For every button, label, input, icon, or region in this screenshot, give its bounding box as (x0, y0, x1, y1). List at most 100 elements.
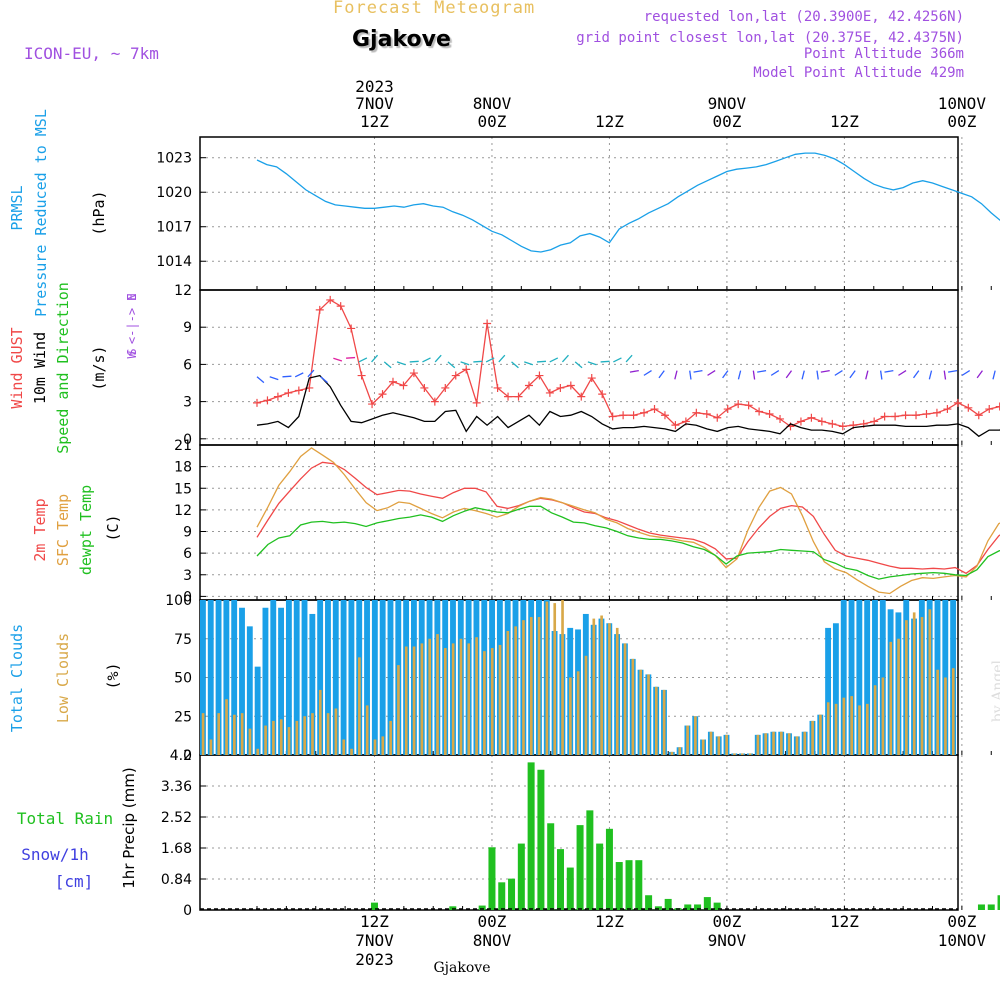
chart-title: Forecast Meteogram (333, 0, 536, 18)
gust-marker (409, 369, 418, 378)
pressure-sublabel: Pressure Reduced to MSL (32, 109, 50, 317)
temp2m-label: 2m Temp (31, 498, 49, 561)
low-cloud-bar (201, 713, 205, 755)
wind-direction-arrow (282, 375, 292, 378)
panel-frame (199, 136, 959, 291)
gust-marker (441, 383, 450, 392)
point-altitude: Point Altitude 366m (803, 46, 964, 62)
gust-marker (891, 412, 900, 421)
pressure-line (256, 152, 1000, 253)
low-cloud-bar (647, 674, 650, 755)
low-cloud-bar (490, 648, 494, 755)
low-cloud-bar (834, 703, 838, 755)
wind-direction-arrow (757, 369, 767, 373)
low-cloud-bar (459, 638, 463, 755)
low-cloud-bar (842, 697, 846, 755)
wind-direction-arrow (498, 354, 506, 363)
wind-direction-arrow (879, 370, 883, 380)
total-cloud-bar (223, 600, 230, 755)
gust-marker (598, 390, 607, 399)
temp2m-line (256, 461, 1000, 575)
low-cloud-bar (569, 677, 572, 755)
total-cloud-bar (301, 600, 308, 755)
y-tick-label: 0.84 (161, 872, 192, 888)
total-clouds-label: Total Clouds (8, 624, 26, 732)
rain-bar (478, 905, 486, 910)
top-axis-hour: 12Z (360, 112, 389, 131)
gust-marker (535, 371, 544, 380)
low-cloud-bar (553, 603, 557, 755)
low-cloud-bar (951, 668, 955, 755)
low-cloud-bar (615, 627, 619, 755)
low-cloud-bar (467, 643, 471, 755)
y-tick-label: 4.2 (170, 748, 192, 764)
total-cloud-bar (872, 600, 878, 755)
low-cloud-bar (404, 646, 408, 755)
low-cloud-bar (420, 643, 424, 755)
gust-marker (838, 422, 847, 431)
wind-direction-arrow (658, 370, 665, 379)
top-axis-hour: 12Z (595, 112, 624, 131)
gust-marker (545, 388, 554, 397)
wind-direction-arrow (689, 370, 692, 380)
wind-direction-arrow (693, 369, 703, 373)
gust-marker (556, 383, 565, 392)
wind-direction-arrow (511, 361, 519, 369)
top-axis-hour: 12Z (830, 112, 859, 131)
y-tick-label: 12 (174, 503, 192, 519)
wind-direction-arrow (629, 369, 639, 373)
y-tick-label: 18 (174, 460, 192, 476)
wind-direction-arrow (849, 370, 856, 379)
total-cloud-bar (387, 600, 394, 755)
gust-marker (608, 412, 617, 421)
gust-marker (420, 383, 429, 392)
rain-bar (576, 825, 584, 910)
top-axis-hour: 00Z (712, 112, 741, 131)
low-cloud-bar (936, 669, 939, 755)
low-cloud-bar (326, 713, 330, 755)
wind-direction-arrow (884, 369, 894, 373)
wind-direction-arrow (536, 360, 547, 363)
gust-marker (807, 413, 816, 422)
gust-marker (315, 305, 324, 314)
gust-marker (483, 319, 492, 328)
y-tick-label: 75 (174, 632, 192, 648)
wind-label: 10m Wind (31, 332, 49, 404)
y-tick-label: 3 (183, 568, 192, 584)
wind-direction-arrow (992, 370, 996, 380)
low-cloud-bar (639, 669, 643, 755)
low-cloud-bar (733, 753, 736, 755)
low-cloud-bar (397, 665, 400, 755)
rain-bar (987, 904, 995, 910)
low-cloud-bar (912, 612, 916, 755)
sfc-temp-line (256, 447, 1000, 595)
pressure-unit: (hPa) (90, 190, 108, 235)
gust-marker (514, 392, 523, 401)
low-cloud-bar (483, 651, 486, 755)
sfc-temp-label: SFC Temp (54, 494, 72, 566)
total-cloud-bar (317, 600, 324, 755)
y-tick-label: 6 (183, 357, 192, 373)
y-tick-label: 9 (183, 320, 192, 336)
rain-bar (684, 904, 692, 910)
gust-marker (828, 419, 837, 428)
wind-direction-arrow (928, 370, 933, 380)
gust-marker (650, 405, 659, 414)
total-cloud-bar (262, 607, 269, 755)
rain-bar (596, 843, 604, 910)
rain-bar (449, 906, 457, 910)
gust-marker (765, 410, 774, 418)
gust-marker (253, 398, 261, 407)
wind-direction-arrow (816, 370, 819, 380)
total-cloud-bar (379, 600, 386, 755)
wind-direction-arrow (524, 361, 534, 366)
gust-marker (922, 410, 931, 418)
gust-label: Wind GUST (8, 327, 26, 408)
low-cloud-bar (279, 719, 283, 755)
low-cloud-bar (240, 713, 244, 755)
wind-direction-arrow (460, 361, 470, 366)
y-tick-label: 15 (174, 481, 192, 497)
gust-marker (378, 390, 387, 399)
low-cloud-bar (365, 705, 369, 755)
low-cloud-bar (631, 658, 635, 755)
